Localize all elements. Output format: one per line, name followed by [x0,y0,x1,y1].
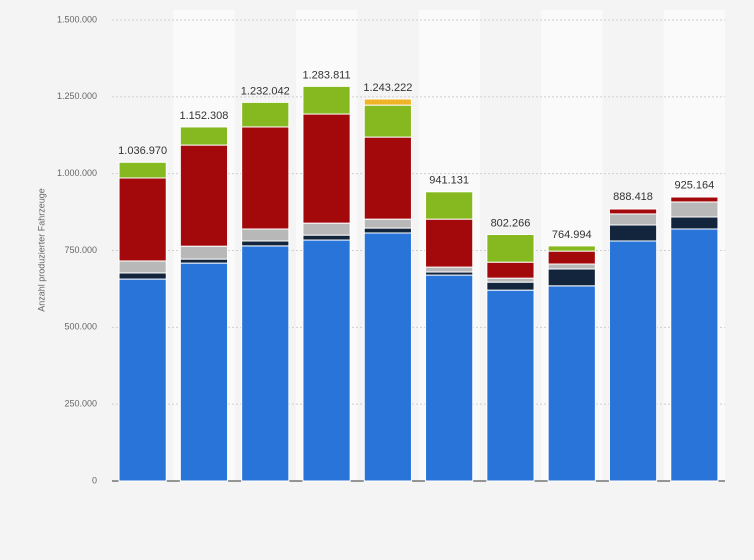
bar-segment [363,227,412,234]
bar-segment [425,266,474,273]
bar-segment [179,262,229,482]
bar-segment [608,208,658,215]
total-label: 1.036.970 [118,145,167,157]
bar-segment [486,281,535,291]
bar-segment [118,272,167,280]
bar-segment [425,218,474,268]
bar-segment [486,234,535,263]
bar-segment [486,289,535,482]
bar-segment [302,113,351,224]
bar-segment [547,250,596,265]
bar-segment [302,239,351,482]
bar-segment [241,245,290,482]
bar-segment [241,228,290,242]
bar-segment [670,216,719,230]
bar-segment [670,228,719,482]
bar-segment [670,196,719,203]
total-label: 802.266 [491,217,531,229]
bar-segment [363,104,412,138]
bar-segment [241,126,290,230]
bar-segment [118,260,167,274]
bar-segment [608,240,658,482]
bar-segment [363,98,412,106]
bar-segment [547,245,596,252]
bar-segment [118,177,167,262]
total-label: 1.283.811 [302,69,350,81]
bar-segment [118,161,167,179]
y-axis-label: Anzahl produzierter Fahrzeuge [36,188,46,312]
total-label: 1.152.308 [179,110,228,122]
bar-segment [179,126,229,146]
bar-segment [241,240,290,247]
bar-segment [302,222,351,236]
bar-segment [486,261,535,279]
bar-segment [241,101,290,128]
bar-segment [608,224,658,242]
bar-segment [179,144,229,247]
bar-segment [547,263,596,270]
bar-segment [608,213,658,226]
y-tick-label: 750.000 [64,245,97,255]
total-label: 1.243.222 [363,82,412,94]
bar-segment [486,277,535,283]
bar-segment [547,285,596,482]
total-label: 925.164 [674,180,714,192]
total-label: 764.994 [552,229,592,241]
bar-segment [363,218,412,229]
bar-segment [118,278,167,482]
bar-segment [179,245,229,260]
y-tick-label: 1.000.000 [57,168,97,178]
bar-segment [425,274,474,482]
bar-segment [547,268,596,287]
bar-segment [670,201,719,218]
total-label: 1.232.042 [241,85,290,97]
bar-segment [302,234,351,241]
bar-segment [363,136,412,220]
y-tick-label: 1.250.000 [57,91,97,101]
y-tick-label: 500.000 [64,322,97,332]
total-label: 941.131 [429,175,469,187]
y-tick-label: 250.000 [64,399,97,409]
y-tick-label: 0 [92,475,97,485]
bar-segment [425,191,474,220]
total-label: 888.418 [613,191,653,203]
bar-segment [179,258,229,264]
y-tick-label: 1.500.000 [57,14,97,24]
bar-segment [363,232,412,482]
bar-segment [302,85,351,115]
